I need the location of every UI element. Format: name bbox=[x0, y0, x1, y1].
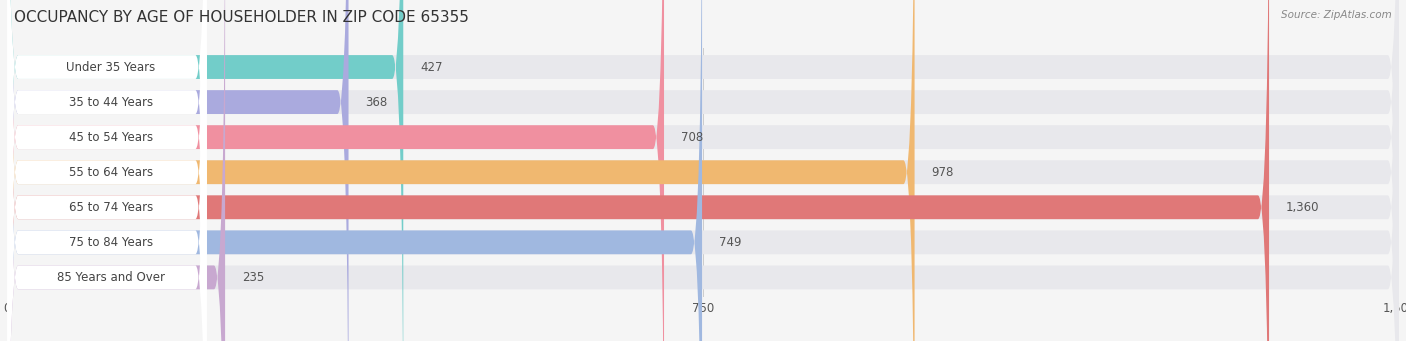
Text: 75 to 84 Years: 75 to 84 Years bbox=[69, 236, 153, 249]
FancyBboxPatch shape bbox=[7, 0, 207, 341]
FancyBboxPatch shape bbox=[7, 0, 1399, 341]
FancyBboxPatch shape bbox=[7, 0, 1399, 341]
Text: 368: 368 bbox=[366, 95, 388, 108]
Text: 708: 708 bbox=[681, 131, 703, 144]
FancyBboxPatch shape bbox=[7, 0, 664, 341]
FancyBboxPatch shape bbox=[7, 0, 1399, 341]
FancyBboxPatch shape bbox=[7, 0, 207, 341]
Text: OCCUPANCY BY AGE OF HOUSEHOLDER IN ZIP CODE 65355: OCCUPANCY BY AGE OF HOUSEHOLDER IN ZIP C… bbox=[14, 10, 470, 25]
Text: 1,360: 1,360 bbox=[1285, 201, 1319, 214]
Text: Under 35 Years: Under 35 Years bbox=[66, 60, 156, 74]
Text: 45 to 54 Years: 45 to 54 Years bbox=[69, 131, 153, 144]
Text: 55 to 64 Years: 55 to 64 Years bbox=[69, 166, 153, 179]
Text: 978: 978 bbox=[931, 166, 953, 179]
Text: 749: 749 bbox=[718, 236, 741, 249]
FancyBboxPatch shape bbox=[7, 0, 207, 341]
FancyBboxPatch shape bbox=[7, 0, 207, 341]
FancyBboxPatch shape bbox=[7, 0, 207, 341]
Text: 85 Years and Over: 85 Years and Over bbox=[56, 271, 165, 284]
FancyBboxPatch shape bbox=[7, 0, 207, 341]
Text: 35 to 44 Years: 35 to 44 Years bbox=[69, 95, 153, 108]
FancyBboxPatch shape bbox=[7, 0, 1399, 341]
FancyBboxPatch shape bbox=[7, 0, 1270, 341]
Text: 235: 235 bbox=[242, 271, 264, 284]
Text: 65 to 74 Years: 65 to 74 Years bbox=[69, 201, 153, 214]
FancyBboxPatch shape bbox=[7, 0, 914, 341]
Text: 427: 427 bbox=[420, 60, 443, 74]
FancyBboxPatch shape bbox=[7, 0, 207, 341]
Text: Source: ZipAtlas.com: Source: ZipAtlas.com bbox=[1281, 10, 1392, 20]
FancyBboxPatch shape bbox=[7, 0, 1399, 341]
FancyBboxPatch shape bbox=[7, 0, 1399, 341]
FancyBboxPatch shape bbox=[7, 0, 349, 341]
FancyBboxPatch shape bbox=[7, 0, 404, 341]
FancyBboxPatch shape bbox=[7, 0, 225, 341]
FancyBboxPatch shape bbox=[7, 0, 702, 341]
FancyBboxPatch shape bbox=[7, 0, 1399, 341]
